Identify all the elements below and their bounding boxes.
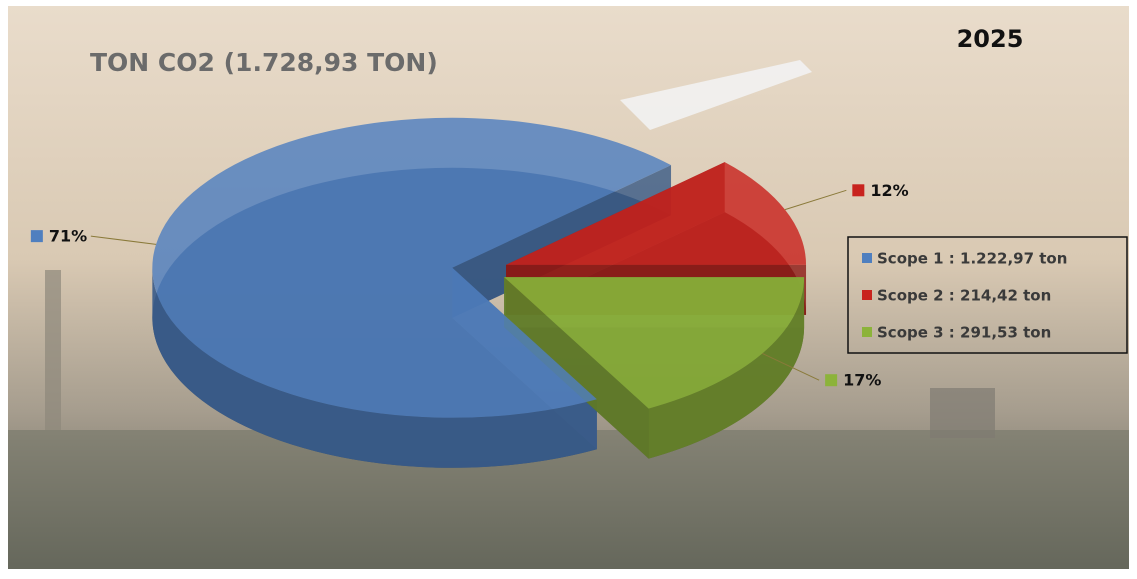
label-swatch bbox=[825, 374, 838, 387]
pie-slice-cut bbox=[504, 277, 649, 459]
label-swatch bbox=[852, 184, 865, 197]
pie-slice bbox=[152, 117, 672, 418]
pie-slice bbox=[506, 162, 807, 265]
legend-entry: Scope 2 : 214,42 ton bbox=[877, 287, 1051, 305]
data-label: 12% bbox=[870, 181, 908, 200]
pie: 71% 12% 17% bbox=[30, 117, 909, 468]
chart-title: TON CO2 (1.728,93 TON) bbox=[90, 48, 438, 77]
pie-slice-wall bbox=[648, 277, 805, 459]
data-label: 71% bbox=[49, 227, 87, 246]
airplane bbox=[620, 60, 812, 130]
chimney bbox=[45, 270, 61, 430]
legend-swatch bbox=[862, 253, 872, 263]
data-label: 17% bbox=[843, 371, 881, 390]
label-swatch bbox=[30, 230, 43, 243]
pie-slice-wall bbox=[152, 267, 597, 468]
legend: Scope 1 : 1.222,97 ton Scope 2 : 214,42 t… bbox=[862, 250, 1067, 342]
leader-line bbox=[762, 353, 820, 381]
building bbox=[930, 388, 995, 438]
legend-entry: Scope 3 : 291,53 ton bbox=[877, 324, 1051, 342]
legend-swatch bbox=[862, 290, 872, 300]
legend-box bbox=[847, 236, 1128, 354]
legend-swatch bbox=[862, 327, 872, 337]
leader-line bbox=[90, 235, 157, 245]
pie-slice bbox=[504, 277, 805, 409]
legend-entry: Scope 1 : 1.222,97 ton bbox=[877, 250, 1067, 268]
year-annotation: 2025 bbox=[957, 25, 1024, 53]
leader-line bbox=[784, 189, 847, 211]
